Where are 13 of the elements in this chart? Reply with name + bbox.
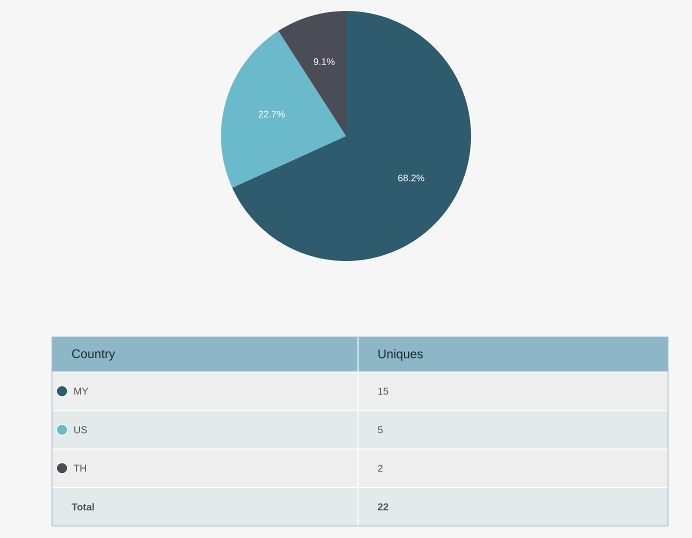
legend-label: MY <box>74 388 88 395</box>
text: 5 <box>378 426 383 434</box>
data-label: 9.1% <box>314 58 335 65</box>
legend-label: US <box>74 426 87 434</box>
data-label: 22.7% <box>258 110 285 118</box>
text: Country <box>72 349 116 361</box>
text: Total <box>72 503 94 510</box>
text: 2 <box>378 464 383 472</box>
text: 22 <box>378 503 388 510</box>
legend-label: TH <box>74 464 86 472</box>
text: 15 <box>378 388 388 395</box>
text: Uniques <box>378 349 423 361</box>
data-label: 68.2% <box>398 174 424 182</box>
